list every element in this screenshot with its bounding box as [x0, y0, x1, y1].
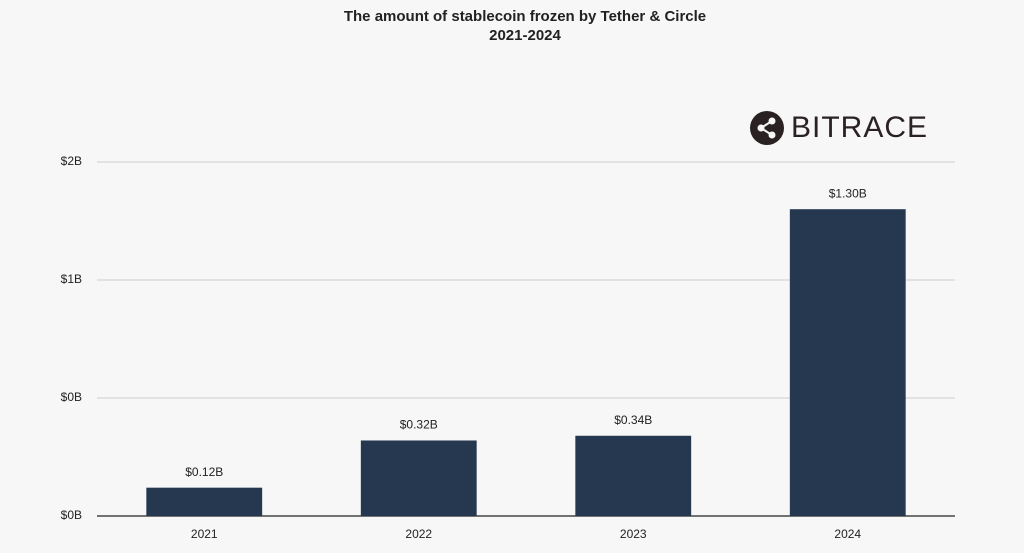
chart-subtitle: 2021-2024: [489, 27, 561, 44]
chart-title: The amount of stablecoin frozen by Tethe…: [344, 8, 706, 25]
bar: [360, 440, 477, 516]
value-label: $0.12B: [185, 465, 223, 479]
y-tick-label: $1B: [61, 272, 82, 286]
x-tick-label: 2024: [834, 527, 861, 541]
value-label: $0.34B: [614, 413, 652, 427]
logo-icon: [750, 111, 784, 145]
bar: [575, 435, 692, 516]
x-tick-label: 2023: [620, 527, 647, 541]
y-tick-label: $0B: [61, 390, 82, 404]
value-label: $0.32B: [400, 418, 438, 432]
x-tick-label: 2021: [191, 527, 218, 541]
y-tick-label: $2B: [61, 154, 82, 168]
logo-text: BITRACE: [791, 111, 928, 144]
bar: [146, 487, 263, 516]
x-tick-label: 2022: [405, 527, 432, 541]
y-tick-label: $0B: [61, 508, 82, 522]
value-label: $1.30B: [829, 186, 867, 200]
bar: [789, 209, 906, 516]
